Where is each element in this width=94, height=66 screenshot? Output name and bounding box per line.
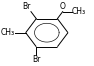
Text: Br: Br [22, 2, 31, 11]
Text: CH₃: CH₃ [72, 7, 86, 16]
Text: Br: Br [32, 55, 40, 64]
Text: O: O [60, 2, 66, 11]
Text: CH₃: CH₃ [0, 28, 14, 37]
